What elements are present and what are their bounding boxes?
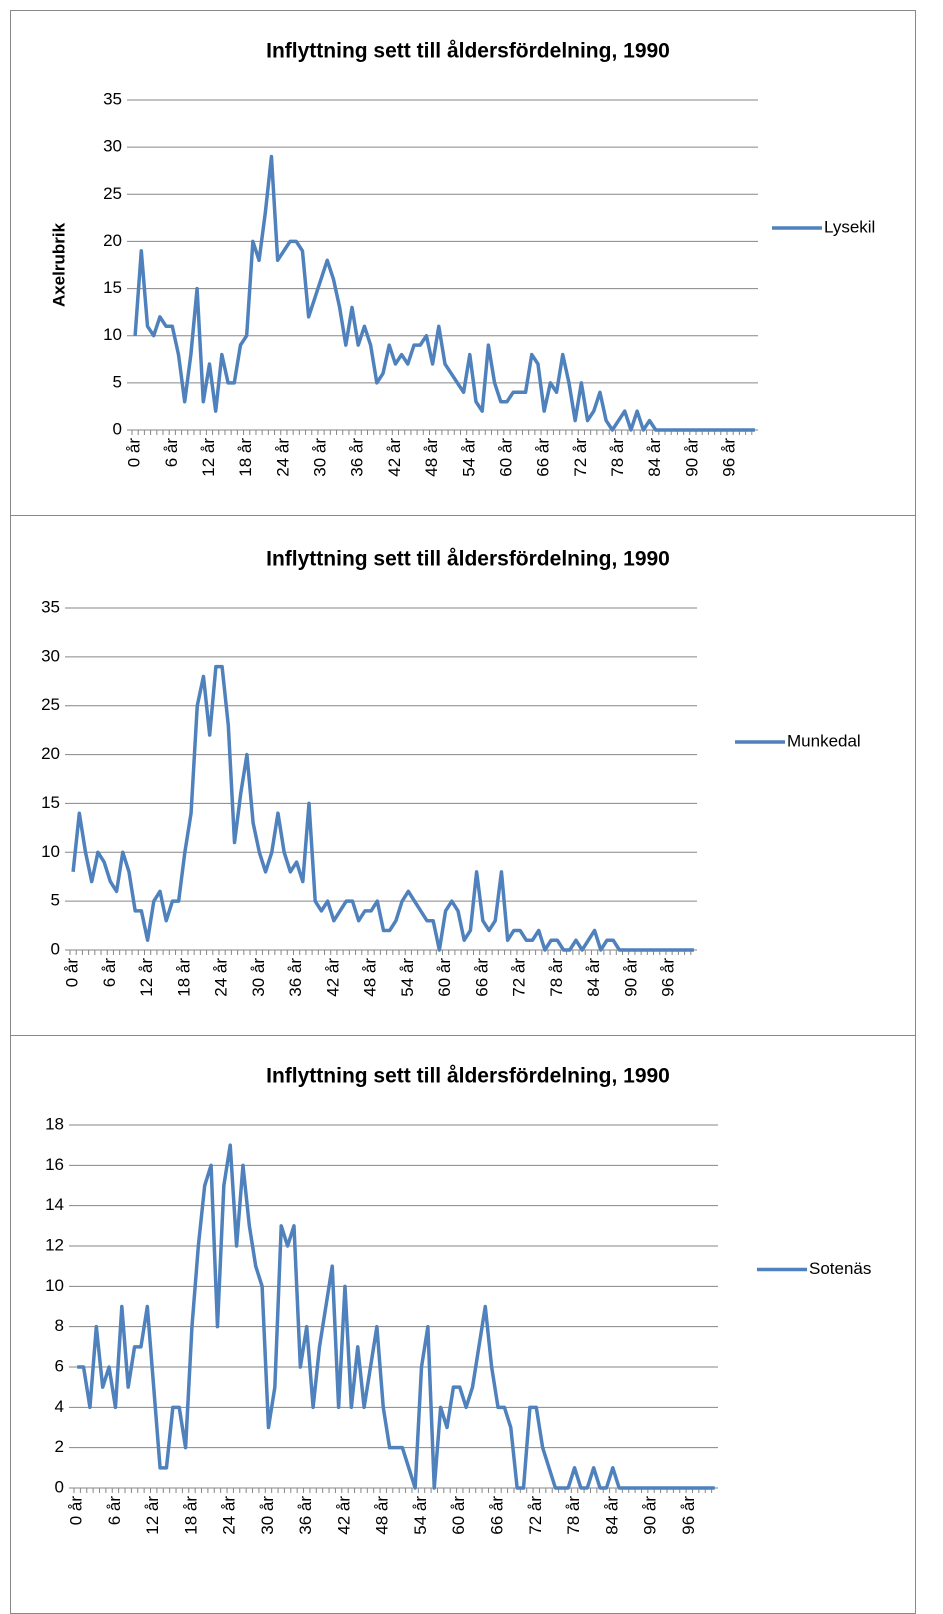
y-tick-label: 5 <box>51 891 60 910</box>
x-tick-label: 60 år <box>496 438 515 477</box>
x-tick-label: 72 år <box>571 438 590 477</box>
x-tick-label: 6 år <box>105 1496 124 1526</box>
y-tick-label: 5 <box>113 372 122 391</box>
y-tick-label: 12 <box>45 1235 64 1254</box>
y-tick-label: 4 <box>55 1397 64 1416</box>
x-tick-label: 30 år <box>311 438 330 477</box>
x-tick-label: 66 år <box>472 958 491 997</box>
y-tick-label: 14 <box>45 1195 64 1214</box>
y-tick-label: 2 <box>55 1437 64 1456</box>
x-tick-label: 0 år <box>67 1496 86 1526</box>
x-tick-label: 90 år <box>621 958 640 997</box>
legend-label: Munkedal <box>787 731 861 750</box>
chart-title: Inflyttning sett till åldersfördelning, … <box>266 548 670 571</box>
x-tick-label: 12 år <box>137 958 156 997</box>
x-tick-label: 18 år <box>181 1496 200 1535</box>
y-tick-label: 25 <box>41 695 60 714</box>
x-tick-label: 60 år <box>435 958 454 997</box>
y-tick-label: 6 <box>55 1356 64 1375</box>
y-tick-label: 10 <box>45 1276 64 1295</box>
x-tick-label: 36 år <box>348 438 367 477</box>
x-tick-label: 90 år <box>682 438 701 477</box>
y-tick-label: 15 <box>103 278 122 297</box>
x-tick-label: 72 år <box>526 1496 545 1535</box>
x-tick-label: 0 år <box>125 438 144 468</box>
x-tick-label: 42 år <box>323 958 342 997</box>
x-tick-label: 54 år <box>411 1496 430 1535</box>
x-tick-label: 84 år <box>584 958 603 997</box>
x-tick-label: 84 år <box>602 1496 621 1535</box>
x-tick-label: 18 år <box>174 958 193 997</box>
data-line <box>77 1143 715 1490</box>
x-tick-label: 48 år <box>422 438 441 477</box>
y-tick-label: 0 <box>113 419 122 438</box>
panel <box>10 515 916 1036</box>
x-tick-label: 24 år <box>273 438 292 477</box>
data-line <box>71 664 694 952</box>
x-tick-label: 24 år <box>220 1496 239 1535</box>
y-tick-label: 30 <box>103 137 122 156</box>
data-line <box>133 154 755 432</box>
x-tick-label: 30 år <box>249 958 268 997</box>
x-tick-label: 60 år <box>449 1496 468 1535</box>
x-tick-label: 42 år <box>334 1496 353 1535</box>
x-tick-label: 66 år <box>488 1496 507 1535</box>
x-tick-label: 48 år <box>361 958 380 997</box>
y-tick-label: 15 <box>41 793 60 812</box>
legend-label: Lysekil <box>824 217 875 236</box>
x-tick-label: 90 år <box>641 1496 660 1535</box>
y-tick-label: 0 <box>55 1477 64 1496</box>
y-tick-label: 30 <box>41 646 60 665</box>
y-tick-label: 8 <box>55 1316 64 1335</box>
x-tick-label: 96 år <box>679 1496 698 1535</box>
y-tick-label: 25 <box>103 184 122 203</box>
x-tick-label: 96 år <box>659 958 678 997</box>
x-tick-label: 78 år <box>564 1496 583 1535</box>
y-tick-label: 35 <box>103 89 122 108</box>
x-tick-label: 66 år <box>534 438 553 477</box>
x-tick-label: 6 år <box>162 438 181 468</box>
y-tick-label: 16 <box>45 1155 64 1174</box>
x-tick-label: 72 år <box>510 958 529 997</box>
x-tick-label: 12 år <box>143 1496 162 1535</box>
legend-label: Sotenäs <box>809 1259 871 1278</box>
x-tick-label: 54 år <box>459 438 478 477</box>
x-tick-label: 84 år <box>645 438 664 477</box>
y-tick-label: 0 <box>51 939 60 958</box>
x-tick-label: 96 år <box>720 438 739 477</box>
y-tick-label: 20 <box>103 231 122 250</box>
x-tick-label: 24 år <box>212 958 231 997</box>
x-tick-label: 12 år <box>199 438 218 477</box>
x-tick-label: 78 år <box>547 958 566 997</box>
x-tick-label: 0 år <box>63 958 82 988</box>
chart-title: Inflyttning sett till åldersfördelning, … <box>266 40 670 63</box>
x-tick-label: 30 år <box>258 1496 277 1535</box>
y-tick-label: 10 <box>41 842 60 861</box>
x-tick-label: 54 år <box>398 958 417 997</box>
x-tick-label: 78 år <box>608 438 627 477</box>
y-tick-label: 35 <box>41 597 60 616</box>
x-tick-label: 48 år <box>373 1496 392 1535</box>
y-tick-label: 18 <box>45 1114 64 1133</box>
x-tick-label: 18 år <box>236 438 255 477</box>
y-tick-label: 20 <box>41 744 60 763</box>
chart-title: Inflyttning sett till åldersfördelning, … <box>266 1065 670 1088</box>
y-axis-label: Axelrubrik <box>49 222 68 307</box>
x-tick-label: 36 år <box>286 958 305 997</box>
x-tick-label: 36 år <box>296 1496 315 1535</box>
x-tick-label: 6 år <box>100 958 119 988</box>
y-tick-label: 10 <box>103 325 122 344</box>
x-tick-label: 42 år <box>385 438 404 477</box>
